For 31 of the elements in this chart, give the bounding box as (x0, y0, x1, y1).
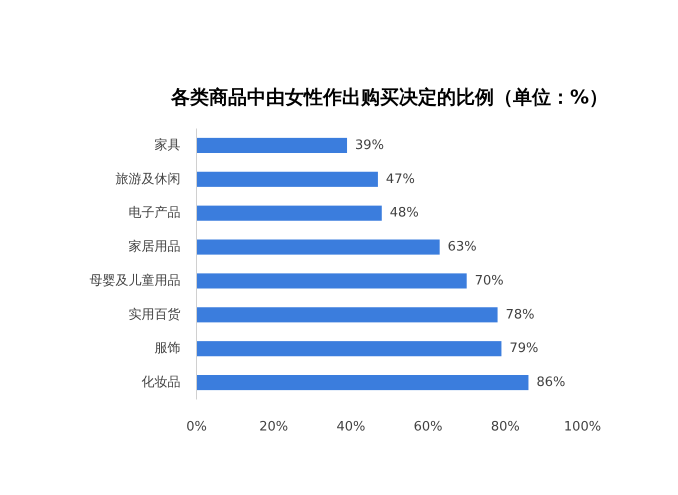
x-tick-label: 60% (414, 420, 443, 434)
x-tick-label: 100% (564, 420, 602, 434)
data-label: 70% (474, 273, 504, 288)
bar (196, 374, 528, 390)
data-label: 48% (390, 206, 419, 221)
y-tick-label: 化妆品 (142, 375, 180, 390)
x-tick-label: 80% (490, 420, 520, 434)
y-tick-label: 服饰 (154, 341, 180, 356)
bar (196, 273, 467, 289)
chart-title: 各类商品中由女性作出购买决定的比例（单位：%） (170, 86, 608, 108)
x-tick-label: 40% (336, 420, 366, 434)
bar (196, 239, 440, 255)
x-tick-label: 0% (186, 420, 207, 434)
y-tick-label: 电子产品 (128, 206, 180, 221)
data-label: 39% (355, 138, 384, 153)
y-tick-label: 家居用品 (128, 238, 180, 255)
y-tick-label: 母婴及儿童用品 (90, 272, 180, 288)
data-label: 86% (536, 375, 566, 390)
bar (196, 341, 502, 356)
x-tick-label: 20% (259, 420, 288, 434)
data-label: 63% (448, 240, 477, 255)
bar (196, 307, 498, 322)
bar (196, 172, 378, 187)
data-label: 78% (506, 307, 534, 322)
y-tick-label: 旅游及休闲 (116, 172, 180, 187)
data-label: 79% (509, 341, 538, 356)
y-tick-label: 实用百货 (128, 307, 180, 322)
bar (196, 138, 348, 154)
bar (196, 206, 382, 221)
data-label: 47% (386, 172, 415, 187)
y-tick-label: 家具 (154, 136, 180, 153)
